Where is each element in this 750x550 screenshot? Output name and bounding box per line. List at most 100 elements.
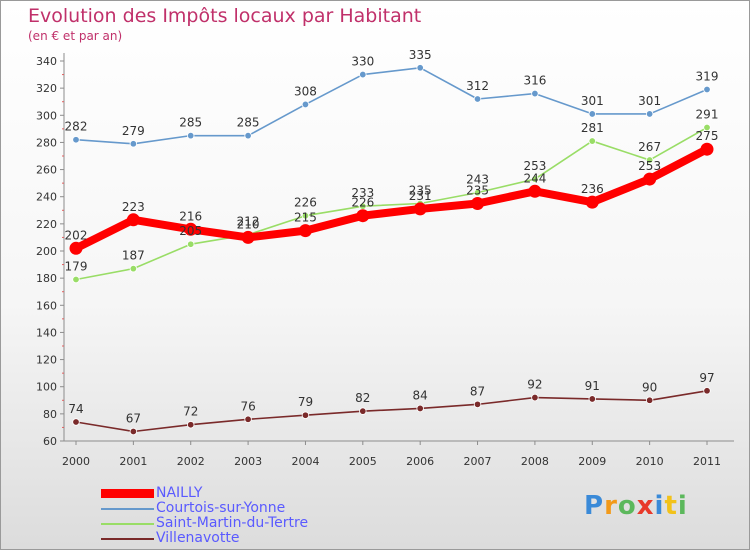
data-label: 223 [122, 200, 145, 214]
data-point [416, 64, 424, 72]
y-tick-label: 80 [43, 408, 57, 421]
data-point [473, 400, 482, 409]
y-tick-label: 180 [36, 272, 57, 285]
data-point [528, 184, 542, 198]
data-point [531, 175, 539, 183]
data-point [129, 140, 138, 148]
y-tick-label: 240 [36, 191, 57, 204]
y-tick-label: 200 [36, 245, 57, 258]
x-tick-label: 2007 [464, 455, 492, 468]
data-point [356, 209, 370, 223]
data-label: 67 [126, 412, 141, 426]
data-label: 282 [65, 120, 88, 134]
x-tick-label: 2003 [234, 455, 262, 468]
logo-letter: o [617, 491, 637, 521]
data-point [187, 421, 195, 429]
data-point [588, 395, 596, 403]
data-point [129, 427, 138, 436]
logo-letter: x [636, 491, 655, 521]
y-tick-label: 340 [36, 55, 57, 68]
data-label: 179 [65, 260, 88, 274]
data-point [301, 411, 310, 419]
data-label: 335 [409, 48, 432, 62]
data-point [301, 212, 310, 220]
series-line-courtois-sur-yonne [75, 66, 708, 145]
series-line-saint-martin-du-tertre [75, 126, 708, 281]
legend-swatch [101, 522, 154, 525]
x-tick-label: 2010 [636, 455, 664, 468]
y-tick-label: 60 [43, 435, 57, 448]
x-tick-label: 2002 [177, 455, 205, 468]
data-label: 319 [696, 70, 719, 84]
data-point [359, 407, 367, 415]
data-point [703, 85, 711, 94]
y-tick-label: 160 [36, 299, 57, 312]
legend-swatch [101, 507, 154, 510]
x-tick-label: 2011 [693, 455, 721, 468]
data-label: 91 [585, 379, 600, 393]
data-label: 291 [696, 108, 719, 122]
y-tick-label: 220 [36, 218, 57, 231]
data-point [643, 172, 657, 186]
data-point [703, 123, 711, 132]
y-tick-label: 280 [36, 136, 57, 149]
data-point [241, 230, 255, 244]
data-label: 275 [696, 129, 719, 143]
data-label: 233 [351, 186, 374, 200]
data-point [72, 275, 80, 284]
x-tick-label: 2008 [521, 455, 549, 468]
data-point [184, 222, 198, 236]
data-point [531, 393, 539, 402]
legend-label: Saint-Martin-du-Tertre [156, 515, 309, 531]
data-point [129, 264, 138, 273]
data-label: 79 [298, 395, 313, 409]
data-label: 253 [638, 159, 661, 173]
legend-swatch [101, 537, 154, 540]
data-point [471, 197, 485, 210]
data-label: 235 [466, 184, 489, 198]
logo-letter: i [677, 491, 688, 521]
data-point [703, 387, 711, 395]
data-point [645, 156, 654, 164]
y-tick-label: 260 [36, 164, 57, 177]
data-point [588, 110, 596, 118]
data-label: 72 [183, 405, 198, 419]
data-label: 330 [351, 55, 374, 69]
legend-swatch [101, 489, 154, 498]
data-point [585, 195, 599, 209]
x-tick-label: 2005 [349, 455, 377, 468]
data-label: 312 [466, 79, 489, 93]
logo-letter: i [654, 491, 665, 521]
data-label: 74 [68, 402, 83, 416]
y-tick-label: 120 [36, 354, 57, 367]
data-point [473, 188, 482, 197]
data-point [645, 110, 654, 118]
data-label: 212 [237, 215, 260, 229]
data-label: 226 [351, 196, 374, 210]
data-point [301, 100, 310, 109]
data-label: 90 [642, 380, 657, 394]
data-point [72, 136, 80, 144]
data-label: 279 [122, 124, 145, 138]
data-label: 210 [237, 217, 260, 231]
data-label: 216 [179, 209, 202, 223]
data-label: 82 [355, 391, 370, 405]
y-tick-label: 100 [36, 381, 57, 394]
data-point [588, 137, 596, 145]
data-label: 92 [527, 378, 542, 392]
chart-title: Evolution des Impôts locaux par Habitant [28, 5, 422, 27]
data-point [72, 418, 80, 426]
data-label: 226 [294, 196, 317, 210]
data-point [244, 415, 252, 423]
data-point [126, 213, 140, 227]
data-point [700, 142, 714, 156]
y-tick-label: 320 [36, 82, 57, 95]
data-label: 84 [413, 388, 428, 402]
logo-letter: P [584, 491, 605, 521]
y-tick-label: 300 [36, 109, 57, 122]
data-point [187, 240, 195, 248]
proxiti-logo: Proxiti [584, 491, 688, 521]
data-label: 316 [523, 74, 546, 88]
data-point [413, 202, 427, 216]
